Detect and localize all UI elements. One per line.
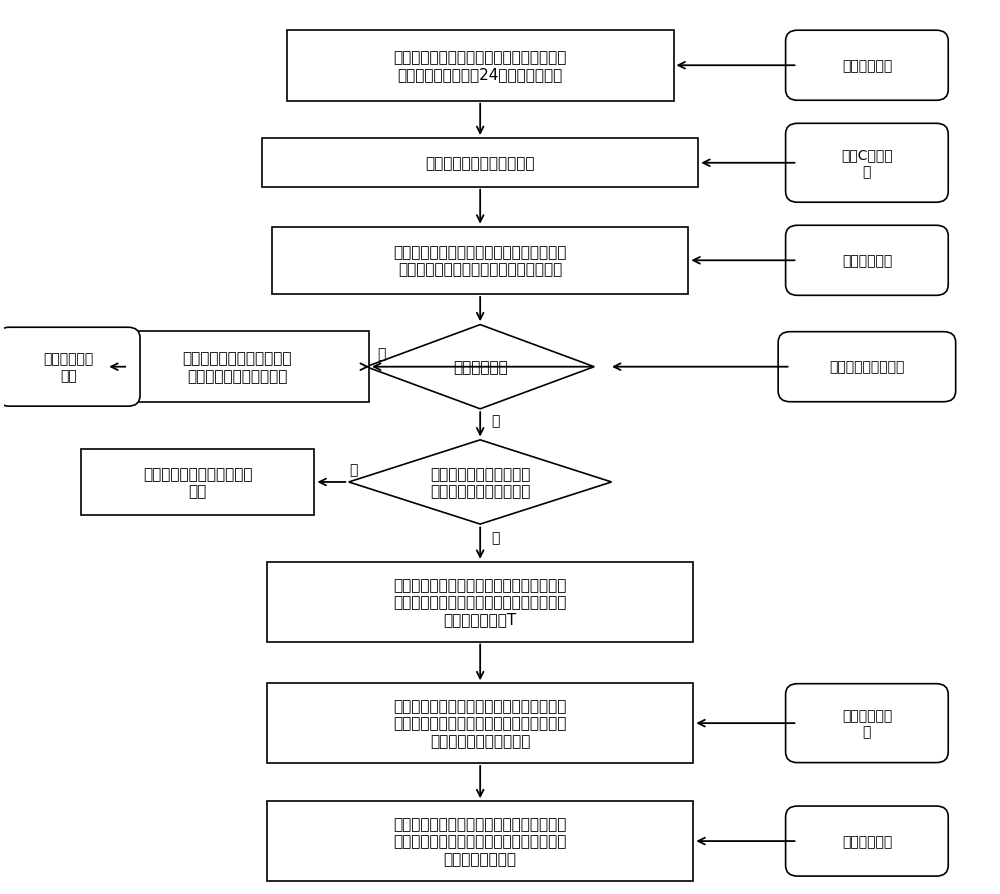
Text: 否: 否 [349,462,358,477]
Text: 根据各负荷的行业属性及优化得到的各行业
最有供给功率值，对各光伏电源的孤岛供电
区域进行动态划分: 根据各负荷的行业属性及优化得到的各行业 最有供给功率值，对各光伏电源的孤岛供电 … [393,816,567,866]
Text: 光伏电源除供给所属的重
要负荷外还有剩余的输出: 光伏电源除供给所属的重 要负荷外还有剩余的输出 [430,467,530,499]
FancyBboxPatch shape [786,806,948,876]
Text: 深度优先搜索
算法: 深度优先搜索 算法 [44,352,94,383]
FancyBboxPatch shape [287,30,674,102]
Text: 对重要负荷要优先供电，并
对重要负荷进行孤岛划分: 对重要负荷要优先供电，并 对重要负荷进行孤岛划分 [182,351,292,384]
Text: 是否重要负荷: 是否重要负荷 [453,359,508,375]
Text: 粒子群优化算
法: 粒子群优化算 法 [842,708,892,738]
FancyBboxPatch shape [0,328,140,407]
FancyBboxPatch shape [81,449,314,516]
Text: 模糊C均值聚
类: 模糊C均值聚 类 [841,148,893,179]
Polygon shape [366,325,594,409]
FancyBboxPatch shape [272,228,688,294]
Text: 对各预测时段上的光伏电源输出功率及各行
业负荷综合等效功率进行三次多项式模拟: 对各预测时段上的光伏电源输出功率及各行 业负荷综合等效功率进行三次多项式模拟 [393,245,567,277]
FancyBboxPatch shape [778,333,956,402]
Text: 各负荷进行行业分类及综合: 各负荷进行行业分类及综合 [425,156,535,171]
FancyBboxPatch shape [106,332,369,402]
Text: 否: 否 [491,413,499,427]
Text: 按负荷优先等级分类: 按负荷优先等级分类 [829,360,905,375]
Text: 光伏电源输出全额供给重要
负荷: 光伏电源输出全额供给重要 负荷 [143,467,252,499]
Text: 广度优先搜索: 广度优先搜索 [842,834,892,848]
FancyBboxPatch shape [786,31,948,101]
FancyBboxPatch shape [786,684,948,763]
Text: 三次样条插值: 三次样条插值 [842,254,892,268]
Text: 是: 是 [491,530,499,544]
Text: 对各光伏电源供给各行业非重要负荷的功率
进行动态优化，使得负荷需求及光伏电源输
出之间的适配度达到最大: 对各光伏电源供给各行业非重要负荷的功率 进行动态优化，使得负荷需求及光伏电源输 … [393,698,567,748]
Text: 人工神经网络: 人工神经网络 [842,59,892,73]
FancyBboxPatch shape [262,139,698,188]
FancyBboxPatch shape [267,684,693,763]
Text: 确定光伏电源输出大于等于所属重要负荷需
求的时间段，即光伏电源输出可以供给非重
要负荷的时间段T: 确定光伏电源输出大于等于所属重要负荷需 求的时间段，即光伏电源输出可以供给非重 … [393,578,567,627]
Text: 是: 是 [377,347,385,361]
Text: 对各负荷需求功率曲线以及各光伏电源的输
出功率曲线进行未来24小时的短期预测: 对各负荷需求功率曲线以及各光伏电源的输 出功率曲线进行未来24小时的短期预测 [393,50,567,82]
FancyBboxPatch shape [267,562,693,642]
Polygon shape [349,441,612,525]
FancyBboxPatch shape [267,801,693,881]
FancyBboxPatch shape [786,226,948,296]
FancyBboxPatch shape [786,124,948,203]
